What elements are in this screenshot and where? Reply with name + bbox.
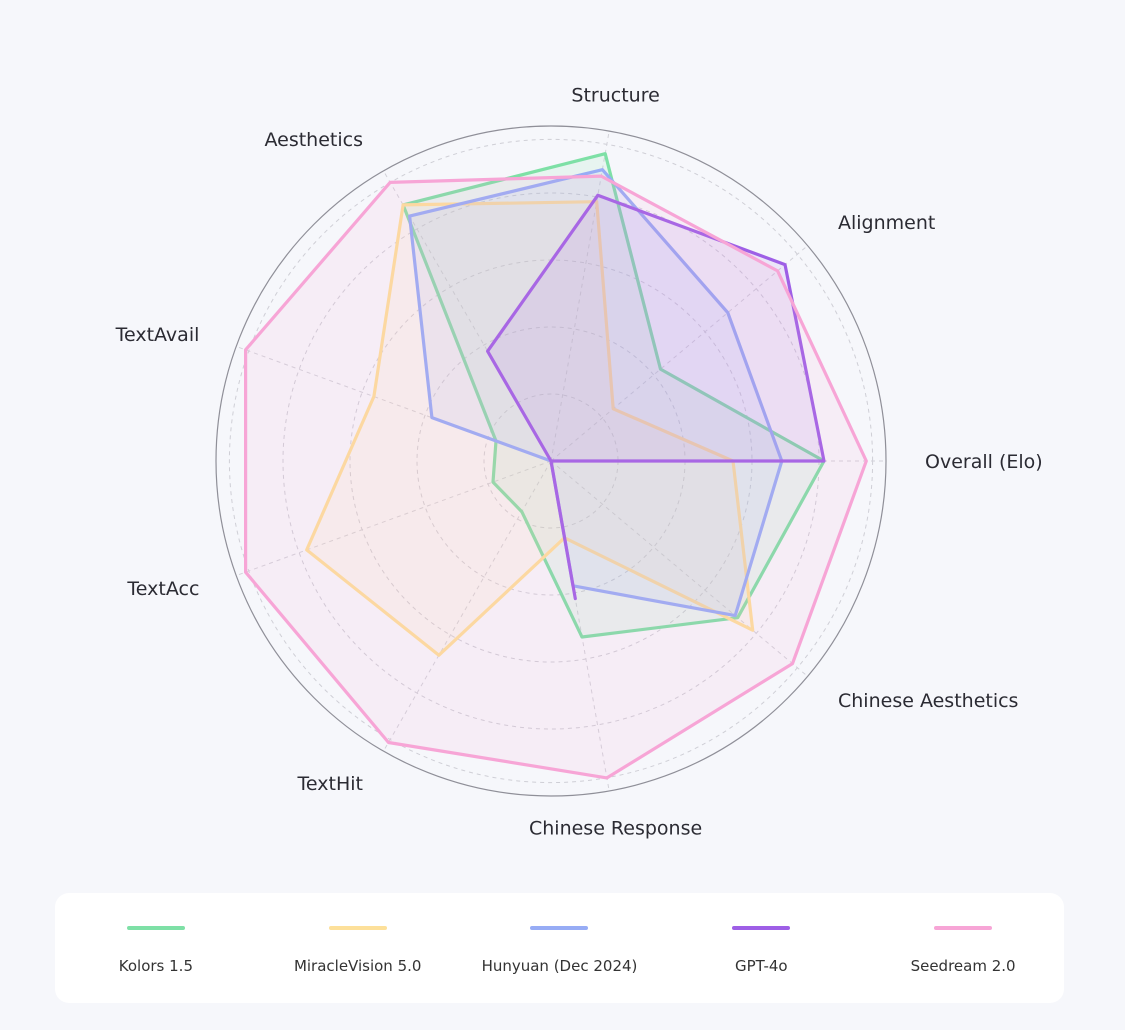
axis-label: TextAcc xyxy=(126,578,199,600)
legend-swatch xyxy=(732,926,791,930)
outer-ring xyxy=(215,125,887,797)
axis-label: TextAvail xyxy=(115,324,200,346)
axis-label: Structure xyxy=(571,85,659,107)
legend-label: Hunyuan (Dec 2024) xyxy=(481,957,638,975)
legend-label: Kolors 1.5 xyxy=(118,957,193,975)
legend-label: GPT-4o xyxy=(734,957,788,975)
legend-item: Hunyuan (Dec 2024) xyxy=(459,893,659,1003)
radar-series xyxy=(244,152,868,780)
legend-item: GPT-4o xyxy=(661,893,861,1003)
legend: Kolors 1.5 MiracleVision 5.0 Hunyuan (Dec … xyxy=(55,893,1064,1003)
axis-label: Alignment xyxy=(838,212,935,234)
legend-item: MiracleVision 5.0 xyxy=(258,893,458,1003)
legend-item: Seedream 2.0 xyxy=(863,893,1063,1003)
series-polygon xyxy=(305,200,755,657)
radar-grid xyxy=(215,125,887,797)
legend-label: MiracleVision 5.0 xyxy=(293,957,422,975)
series-polygon xyxy=(486,193,826,601)
legend-swatch xyxy=(126,926,185,930)
axis-label: Overall (Elo) xyxy=(925,451,1043,473)
series-polygon xyxy=(408,168,784,618)
axis-label: Aesthetics xyxy=(264,129,363,151)
legend-item: Kolors 1.5 xyxy=(56,893,256,1003)
axis-label: Chinese Aesthetics xyxy=(838,690,1018,712)
legend-swatch xyxy=(934,926,993,930)
radar-chart: Overall (Elo) Alignment Structure Aesthetic… xyxy=(115,85,1043,840)
legend-label: Seedream 2.0 xyxy=(910,957,1016,975)
legend-swatch xyxy=(328,926,387,930)
axis-label: TextHit xyxy=(297,773,363,795)
legend-swatch xyxy=(530,926,589,930)
series-polygon xyxy=(244,174,868,780)
axis-labels: Overall (Elo) Alignment Structure Aesthetic… xyxy=(115,85,1043,840)
axis-label: Chinese Response xyxy=(529,817,702,839)
